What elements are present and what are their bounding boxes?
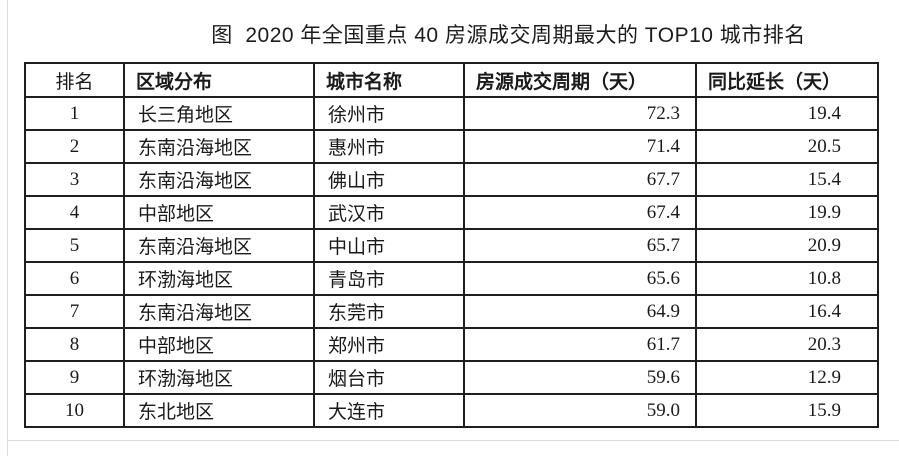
region-cell: 东南沿海地区: [123, 162, 315, 197]
table-row: 8 中部地区 郑州市 61.7 20.3: [24, 327, 879, 362]
gridline-artifact-left: [7, 0, 8, 456]
city-cell: 佛山市: [313, 162, 465, 197]
region-cell: 东南沿海地区: [123, 228, 315, 263]
yoy-cell: 15.9: [695, 393, 879, 428]
gridline-artifact-bottom: [7, 440, 899, 441]
header-row: 排名 区域分布 城市名称 房源成交周期（天） 同比延长（天）: [24, 62, 879, 98]
cycle-cell: 67.7: [463, 162, 697, 197]
cycle-cell: 71.4: [463, 129, 697, 164]
rank-cell: 7: [24, 294, 125, 329]
cycle-cell: 61.7: [463, 327, 697, 362]
rank-cell: 8: [24, 327, 125, 362]
city-cell: 武汉市: [313, 195, 465, 230]
page-title: 图 2020 年全国重点 40 房源成交周期最大的 TOP10 城市排名: [211, 24, 806, 47]
region-cell: 中部地区: [123, 195, 315, 230]
region-cell: 长三角地区: [123, 96, 315, 131]
rank-cell: 9: [24, 360, 125, 395]
cycle-cell: 65.6: [463, 261, 697, 296]
rank-cell: 6: [24, 261, 125, 296]
region-cell: 中部地区: [123, 327, 315, 362]
table-row: 5 东南沿海地区 中山市 65.7 20.9: [24, 228, 879, 263]
region-cell: 东北地区: [123, 393, 315, 428]
rank-cell: 4: [24, 195, 125, 230]
rank-cell: 5: [24, 228, 125, 263]
header-cell-region: 区域分布: [123, 62, 315, 98]
table-row: 6 环渤海地区 青岛市 65.6 10.8: [24, 261, 879, 296]
yoy-cell: 19.4: [695, 96, 879, 131]
region-cell: 环渤海地区: [123, 360, 315, 395]
header-cell-yoy: 同比延长（天）: [695, 62, 879, 98]
city-cell: 青岛市: [313, 261, 465, 296]
city-cell: 大连市: [313, 393, 465, 428]
rank-cell: 3: [24, 162, 125, 197]
city-cell: 郑州市: [313, 327, 465, 362]
yoy-cell: 20.9: [695, 228, 879, 263]
yoy-cell: 20.3: [695, 327, 879, 362]
city-cell: 徐州市: [313, 96, 465, 131]
yoy-cell: 16.4: [695, 294, 879, 329]
table-row: 2 东南沿海地区 惠州市 71.4 20.5: [24, 129, 879, 164]
cycle-cell: 59.0: [463, 393, 697, 428]
cycle-cell: 72.3: [463, 96, 697, 131]
region-cell: 东南沿海地区: [123, 294, 315, 329]
table-row: 10 东北地区 大连市 59.0 15.9: [24, 393, 879, 428]
table-row: 3 东南沿海地区 佛山市 67.7 15.4: [24, 162, 879, 197]
yoy-cell: 19.9: [695, 195, 879, 230]
rank-cell: 1: [24, 96, 125, 131]
city-cell: 中山市: [313, 228, 465, 263]
header-cell-rank: 排名: [24, 62, 125, 98]
cycle-cell: 64.9: [463, 294, 697, 329]
table-row: 7 东南沿海地区 东莞市 64.9 16.4: [24, 294, 879, 329]
city-cell: 东莞市: [313, 294, 465, 329]
yoy-cell: 10.8: [695, 261, 879, 296]
city-ranking-table: 排名 区域分布 城市名称 房源成交周期（天） 同比延长（天） 1 长三角地区 徐…: [24, 62, 879, 428]
header-cell-city: 城市名称: [313, 62, 465, 98]
yoy-cell: 15.4: [695, 162, 879, 197]
table-row: 1 长三角地区 徐州市 72.3 19.4: [24, 96, 879, 131]
rank-cell: 2: [24, 129, 125, 164]
region-cell: 东南沿海地区: [123, 129, 315, 164]
yoy-cell: 12.9: [695, 360, 879, 395]
yoy-cell: 20.5: [695, 129, 879, 164]
cycle-cell: 65.7: [463, 228, 697, 263]
table-row: 9 环渤海地区 烟台市 59.6 12.9: [24, 360, 879, 395]
header-cell-cycle: 房源成交周期（天）: [463, 62, 697, 98]
cycle-cell: 59.6: [463, 360, 697, 395]
cycle-cell: 67.4: [463, 195, 697, 230]
table-row: 4 中部地区 武汉市 67.4 19.9: [24, 195, 879, 230]
region-cell: 环渤海地区: [123, 261, 315, 296]
city-cell: 烟台市: [313, 360, 465, 395]
rank-cell: 10: [24, 393, 125, 428]
city-cell: 惠州市: [313, 129, 465, 164]
